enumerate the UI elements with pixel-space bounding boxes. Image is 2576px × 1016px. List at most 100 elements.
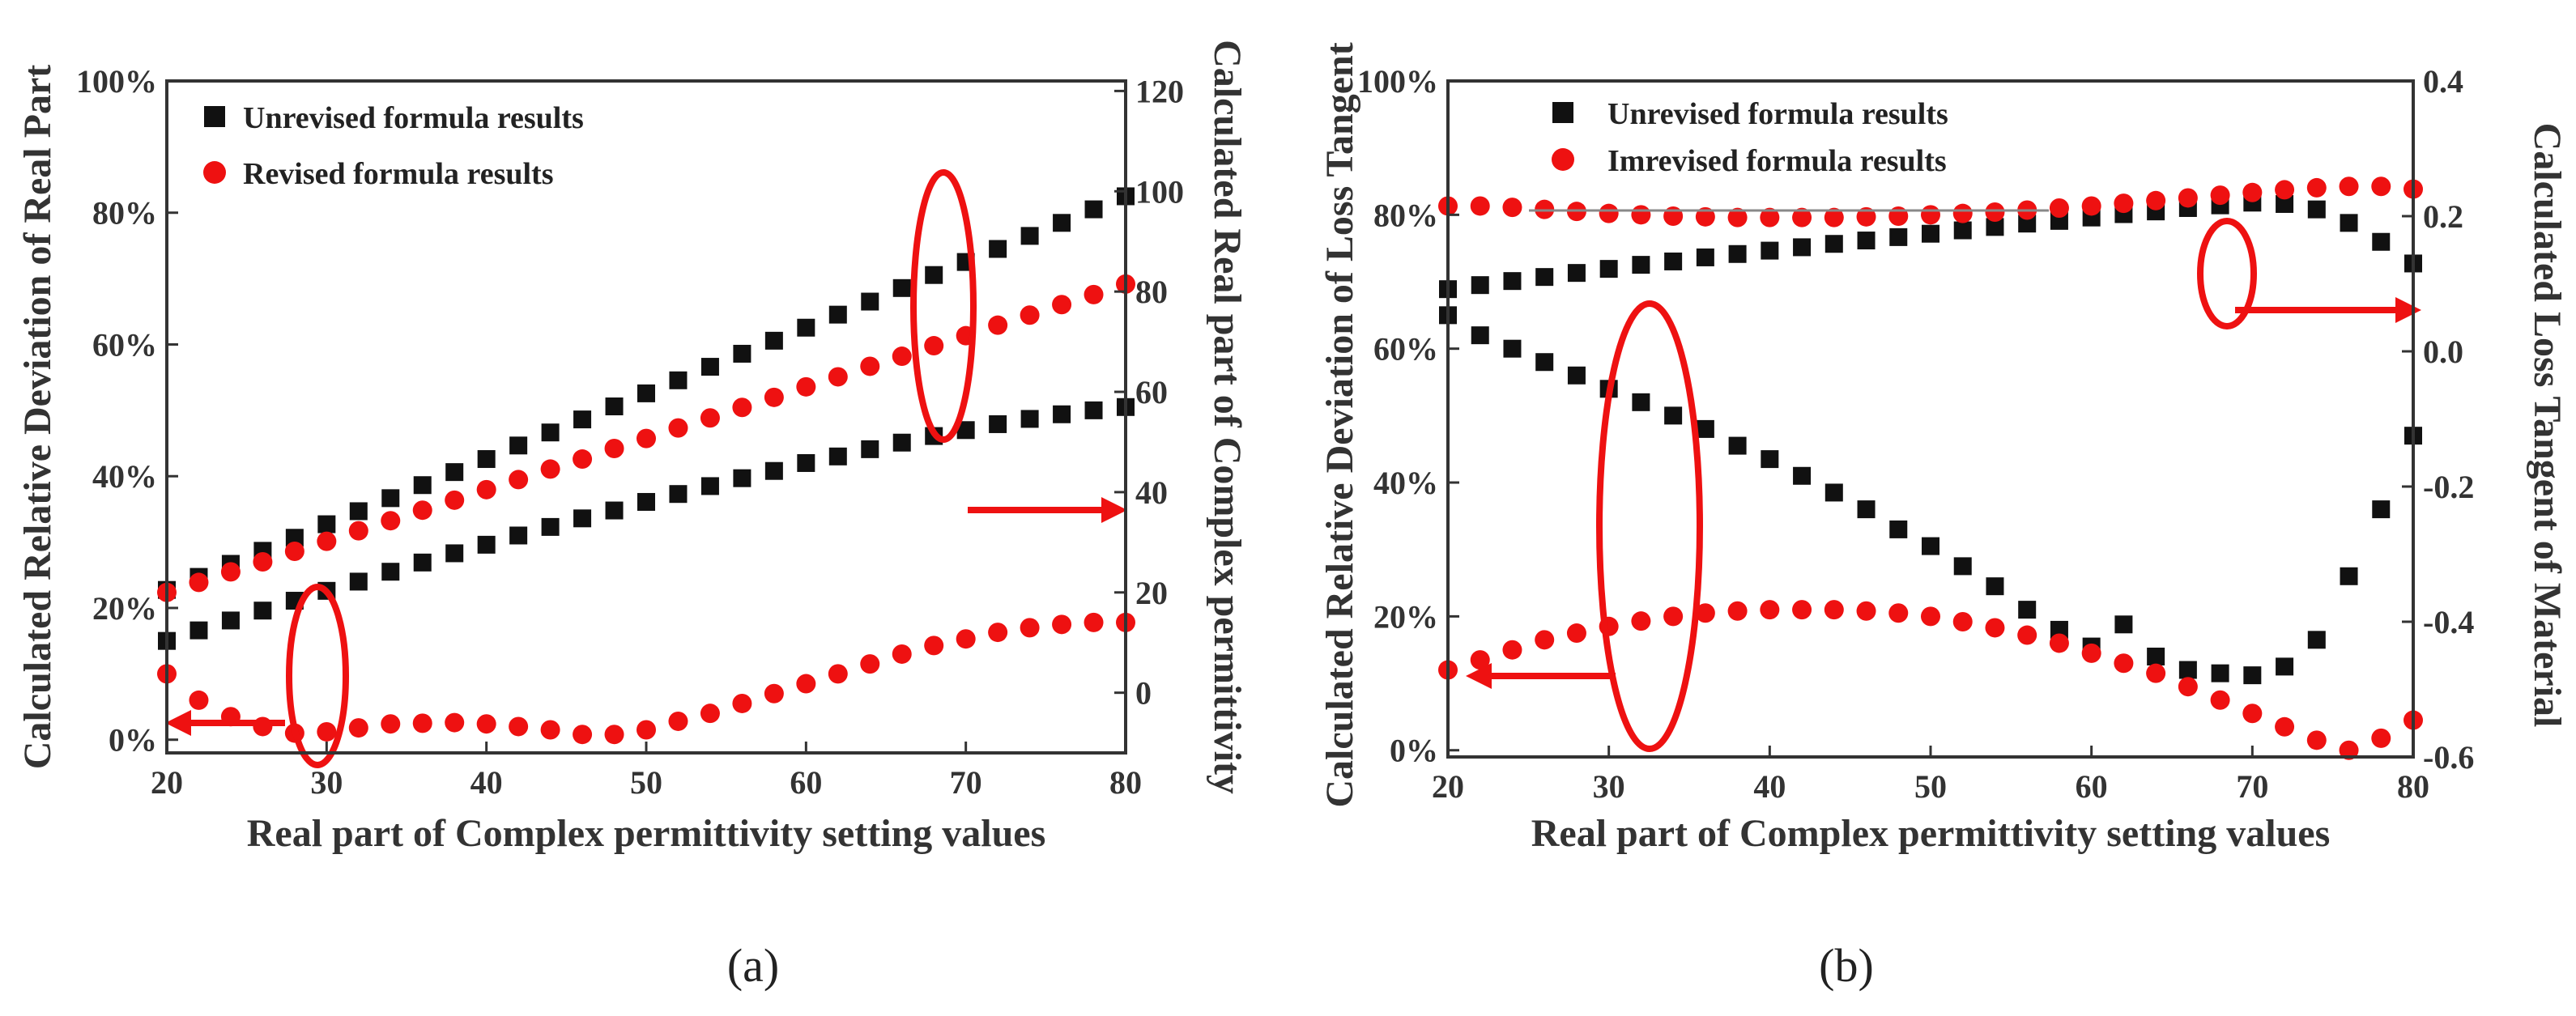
data-point-circle bbox=[189, 690, 209, 710]
data-point-circle bbox=[476, 714, 496, 734]
data-point-square bbox=[733, 344, 752, 363]
data-point-square bbox=[1889, 227, 1908, 246]
data-point-circle bbox=[924, 636, 944, 656]
data-point-circle bbox=[1470, 196, 1490, 216]
data-point-circle bbox=[2049, 633, 2069, 653]
data-point-square bbox=[1599, 260, 1618, 278]
data-point-circle bbox=[637, 720, 656, 740]
data-point-circle bbox=[348, 718, 368, 738]
data-point-square bbox=[1503, 339, 1522, 358]
data-point-square bbox=[221, 611, 240, 630]
data-point-square bbox=[509, 436, 528, 455]
left-y-tick-label: 100% bbox=[1357, 63, 1438, 100]
data-point-circle bbox=[573, 725, 593, 745]
data-point-square bbox=[605, 501, 624, 520]
data-point-square bbox=[669, 371, 688, 389]
panel-a-right-axis-label: Calculated Real part of Complex permitti… bbox=[1206, 40, 1249, 794]
data-point-circle bbox=[2306, 177, 2327, 198]
panel-b-caption: (b) bbox=[1819, 939, 1874, 992]
panel-a-plot-area bbox=[157, 187, 1135, 745]
data-point-square bbox=[1471, 326, 1489, 345]
x-tick-label: 50 bbox=[630, 764, 662, 801]
data-point-square bbox=[2307, 200, 2326, 219]
panel-a-axes: 20 30 40 50 60 70 80 0% 20% 40% 60% 80% 100% 0 20 40 60 8… bbox=[76, 63, 1184, 801]
data-point-circle bbox=[1760, 600, 1780, 620]
data-point-circle bbox=[668, 418, 688, 438]
legend-marker-unrevised bbox=[204, 106, 225, 127]
x-tick-label: 20 bbox=[1432, 768, 1464, 805]
data-point-circle bbox=[1631, 611, 1651, 631]
data-point-square bbox=[573, 509, 592, 528]
data-point-square bbox=[1761, 241, 1779, 260]
left-y-tick-label: 100% bbox=[76, 63, 157, 100]
data-point-circle bbox=[381, 714, 401, 734]
data-point-circle bbox=[317, 531, 337, 551]
data-point-circle bbox=[1084, 612, 1104, 632]
series-square-right bbox=[1439, 193, 2422, 299]
data-point-square bbox=[413, 553, 432, 572]
left-y-tick-label: 20% bbox=[92, 590, 157, 627]
legend-marker-revised bbox=[1552, 148, 1574, 171]
left-y-tick-label: 20% bbox=[1373, 598, 1438, 635]
data-point-square bbox=[2147, 647, 2165, 665]
x-tick-label: 40 bbox=[470, 764, 503, 801]
data-point-square bbox=[189, 621, 208, 640]
panel-a-chart: Unrevised formula results Revised formul… bbox=[16, 40, 1249, 992]
data-point-square bbox=[764, 331, 783, 350]
data-point-square bbox=[828, 305, 847, 324]
data-point-square bbox=[733, 469, 752, 487]
data-point-square bbox=[1728, 244, 1747, 263]
data-point-square bbox=[317, 515, 336, 534]
data-point-square bbox=[956, 421, 975, 440]
data-point-square bbox=[892, 278, 911, 297]
data-point-square bbox=[2211, 664, 2229, 682]
data-point-circle bbox=[2146, 663, 2166, 683]
data-point-circle bbox=[2339, 176, 2359, 197]
legend-label-unrevised: Unrevised formula results bbox=[1607, 97, 1948, 131]
data-point-square bbox=[1728, 436, 1747, 455]
right-y-tick-label: 80 bbox=[1135, 274, 1168, 310]
data-point-circle bbox=[509, 470, 529, 490]
panel-b-left-axis-label: Calculated Relative Deviation of Loss Ta… bbox=[1318, 42, 1361, 807]
data-point-square bbox=[637, 384, 655, 402]
data-point-circle bbox=[860, 356, 880, 376]
panel-b-right-axis-label: Calculated Loss Tangent of Material bbox=[2526, 123, 2569, 728]
data-point-circle bbox=[764, 683, 784, 704]
data-point-circle bbox=[1952, 203, 1973, 223]
data-point-circle bbox=[860, 654, 880, 674]
data-point-circle bbox=[796, 674, 816, 694]
left-y-tick-label: 0% bbox=[1390, 733, 1438, 769]
data-point-circle bbox=[1760, 207, 1780, 227]
x-tick-label: 40 bbox=[1753, 768, 1786, 805]
data-point-square bbox=[861, 440, 879, 458]
data-point-square bbox=[1503, 272, 1522, 291]
ellipse-annotation-right-series bbox=[2197, 218, 2257, 329]
data-point-square bbox=[1084, 401, 1103, 419]
x-tick-label: 30 bbox=[1593, 768, 1625, 805]
data-point-circle bbox=[2371, 176, 2391, 197]
data-point-square bbox=[1020, 410, 1039, 428]
ellipse-annotation-right-series bbox=[910, 169, 977, 443]
data-point-circle bbox=[2339, 740, 2359, 760]
data-point-square bbox=[1953, 557, 1972, 576]
data-point-circle bbox=[2114, 193, 2134, 214]
data-point-square bbox=[1020, 227, 1039, 245]
panel-a-caption: (a) bbox=[727, 939, 779, 992]
data-point-square bbox=[2050, 620, 2068, 639]
data-point-square bbox=[2276, 657, 2294, 676]
data-point-circle bbox=[1470, 650, 1490, 670]
data-point-square bbox=[1889, 520, 1908, 538]
data-point-square bbox=[2372, 232, 2391, 251]
data-point-circle bbox=[2017, 625, 2037, 645]
data-point-circle bbox=[892, 644, 912, 664]
legend-marker-unrevised bbox=[1552, 102, 1573, 123]
data-point-circle bbox=[253, 552, 273, 572]
data-point-circle bbox=[2081, 196, 2101, 216]
right-y-tick-label: 60 bbox=[1135, 374, 1168, 410]
data-point-square bbox=[797, 453, 815, 472]
data-point-square bbox=[1053, 214, 1071, 232]
left-y-tick-label: 40% bbox=[1373, 465, 1438, 501]
data-point-circle bbox=[445, 490, 465, 510]
data-point-square bbox=[989, 240, 1007, 258]
x-tick-label: 70 bbox=[950, 764, 982, 801]
